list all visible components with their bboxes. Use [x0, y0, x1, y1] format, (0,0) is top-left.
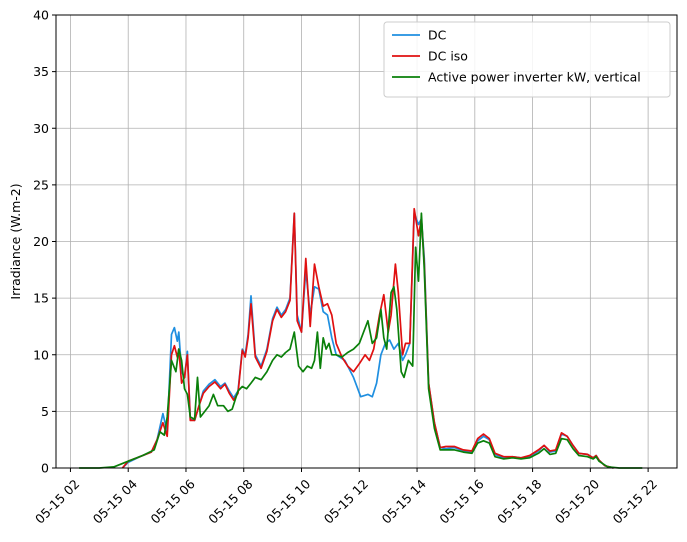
- y-tick-label: 10: [33, 347, 49, 362]
- series-line-2: [79, 212, 643, 469]
- y-tick-label: 5: [41, 404, 49, 419]
- x-tick-label: 05-15 22: [610, 476, 660, 526]
- x-tick-label: 05-15 14: [379, 476, 429, 526]
- x-tick-label: 05-15 16: [436, 476, 486, 526]
- x-tick-label: 05-15 18: [494, 476, 544, 526]
- x-axis: 05-15 02 05-15 04 05-15 06 05-15 08 05-15 10…: [32, 468, 660, 527]
- x-tick-label: 05-15 12: [321, 476, 371, 526]
- y-tick-label: 15: [33, 291, 49, 306]
- series-lines: [79, 207, 643, 469]
- legend: DC DC iso Active power inverter kW, vertic…: [383, 21, 671, 98]
- y-tick-label: 25: [33, 177, 49, 192]
- y-tick-label: 30: [33, 121, 49, 136]
- x-tick-label: 05-15 04: [90, 476, 140, 526]
- x-tick-label: 05-15 20: [552, 476, 602, 526]
- x-tick-label: 05-15 10: [263, 476, 313, 526]
- y-axis: 0 5 10 15 20 25 30 35 40: [33, 8, 56, 476]
- series-line-1: [121, 207, 614, 469]
- legend-box: [383, 21, 671, 98]
- y-tick-label: 20: [33, 234, 49, 249]
- x-tick-label: 05-15 06: [148, 476, 198, 526]
- x-tick-label: 05-15 02: [32, 476, 82, 526]
- y-tick-label: 40: [33, 8, 49, 23]
- grid: [56, 14, 677, 469]
- y-tick-label: 0: [41, 461, 49, 476]
- x-tick-label: 05-15 08: [205, 476, 255, 526]
- y-tick-label: 35: [33, 64, 49, 79]
- series-line-0: [121, 212, 614, 469]
- y-axis-label: Irradiance (W.m-2): [8, 183, 23, 299]
- legend-label: DC iso: [428, 49, 468, 64]
- legend-label: Active power inverter kW, vertical: [428, 70, 641, 85]
- legend-label: DC: [428, 28, 447, 43]
